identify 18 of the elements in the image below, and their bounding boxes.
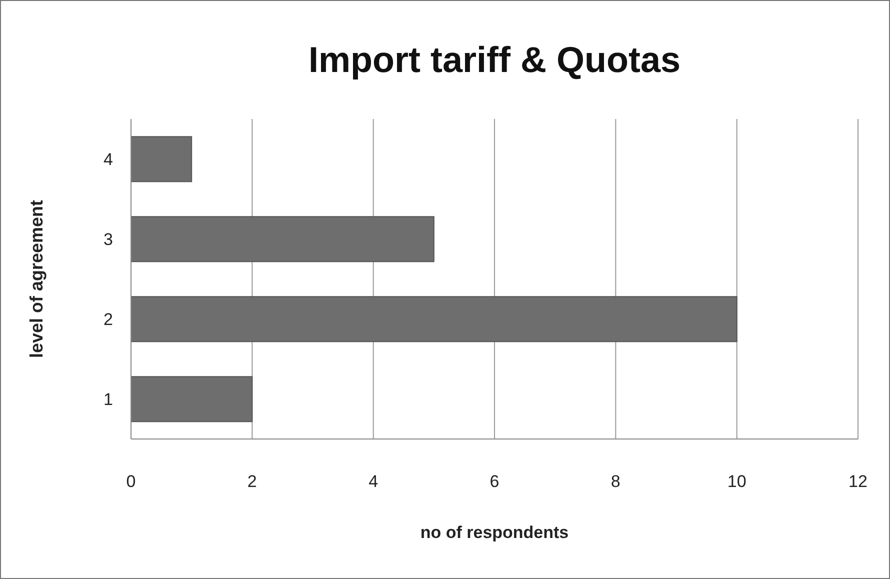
x-axis-title: no of respondents [419,523,570,543]
bar [131,296,738,342]
y-tick-label: 2 [104,310,113,330]
y-tick-label: 3 [104,230,113,250]
y-tick-label: 4 [104,150,113,170]
bar [131,216,434,262]
chart-title: Import tariff & Quotas [307,39,682,81]
x-tick-label: 4 [368,472,378,492]
y-axis-title: level of agreement [26,200,48,358]
bar [131,376,253,422]
x-tick-label: 6 [490,472,500,492]
x-tick-label: 0 [126,472,136,492]
bar [131,136,192,182]
x-tick-label: 8 [610,472,620,492]
y-tick-label: 1 [104,390,113,410]
x-tick-label: 2 [247,472,257,492]
x-tick-label: 10 [727,472,746,492]
x-tick-label: 12 [848,472,868,492]
